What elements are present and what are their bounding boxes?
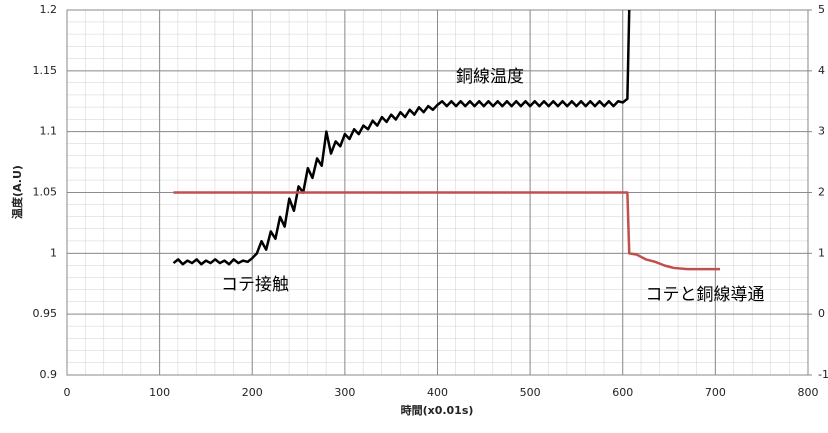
x-tick-label: 800	[798, 386, 819, 399]
x-tick-label: 100	[149, 386, 170, 399]
y-tick-label: 1.05	[33, 186, 58, 199]
y2-tick-label: 3	[818, 125, 825, 138]
y-tick-label: 1.1	[40, 125, 58, 138]
y2-tick-label: -1	[818, 368, 828, 381]
x-tick-label: 300	[334, 386, 355, 399]
annotation: コテと銅線導通	[646, 285, 765, 305]
y-tick-label: 0.95	[33, 307, 58, 320]
y-axis-label: 温度(A.U)	[10, 165, 24, 219]
x-tick-label: 700	[705, 386, 726, 399]
y-tick-label: 0.9	[40, 368, 58, 381]
x-tick-label: 500	[520, 386, 541, 399]
y-tick-label: 1.2	[40, 3, 58, 16]
annotation: 銅線温度	[456, 67, 524, 87]
x-tick-label: 0	[64, 386, 71, 399]
x-tick-label: 200	[242, 386, 263, 399]
y2-tick-label: 0	[818, 307, 825, 320]
y2-tick-label: 4	[818, 64, 825, 77]
annotation: コテ接触	[221, 275, 289, 295]
x-tick-label: 400	[427, 386, 448, 399]
y-tick-label: 1	[50, 246, 57, 259]
y2-tick-label: 5	[818, 3, 825, 16]
x-axis-label: 時間(x0.01s)	[401, 403, 474, 417]
y-tick-label: 1.15	[33, 64, 58, 77]
series-line	[172, 10, 631, 266]
plot-area	[172, 10, 721, 271]
x-tick-label: 600	[612, 386, 633, 399]
series-line	[173, 191, 721, 271]
y2-tick-label: 2	[818, 186, 825, 199]
y2-tick-label: 1	[818, 246, 825, 259]
plot-border	[66, 9, 809, 376]
